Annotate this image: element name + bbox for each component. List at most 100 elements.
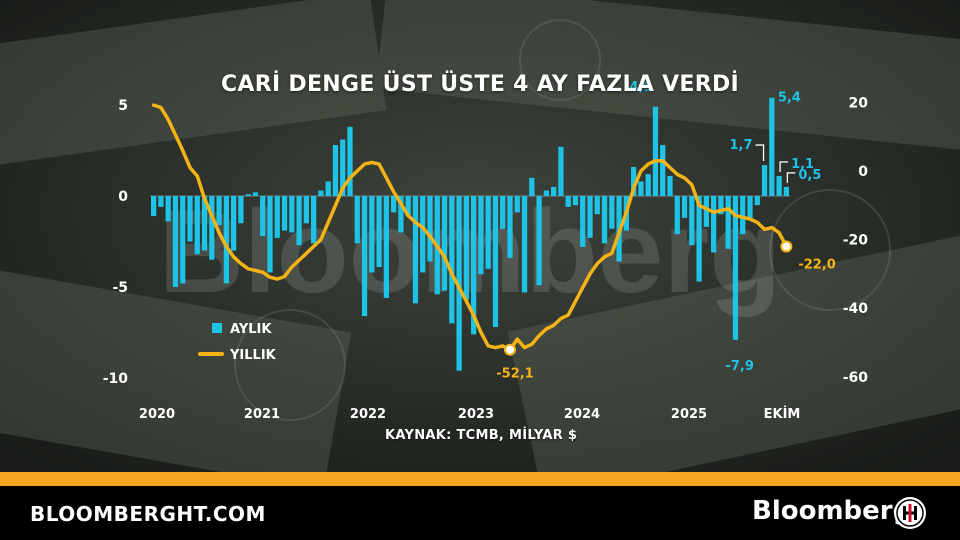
bar-monthly [572,196,579,206]
bar-monthly [441,196,448,291]
bar-monthly [267,196,273,273]
bar-monthly [711,196,717,253]
bar-monthly [216,196,222,226]
bloomberg-ht-emblem-icon [894,497,926,529]
bar-monthly [500,196,506,229]
bar-monthly [696,196,702,282]
bar-monthly [514,196,520,213]
footer-site-link[interactable]: BLOOMBERGHT.COM [30,502,266,526]
bar-monthly [187,196,193,242]
x-axis-tick: 2023 [458,407,494,422]
legend-label-annual: YILLIK [229,348,277,363]
data-label: 1,1 [791,157,814,172]
bar-monthly [209,196,215,260]
x-axis-tick: 2021 [244,407,280,422]
data-label: 4,9 [629,80,652,95]
legend-swatch-monthly [212,323,222,333]
bar-monthly [412,196,419,304]
line-marker-last [780,240,793,253]
bar-monthly [645,174,651,196]
bar-monthly [391,196,397,213]
watermark-text: Bloomberg [159,186,782,318]
bar-monthly [252,192,259,196]
bar-monthly [398,196,404,233]
bar-monthly [521,196,528,293]
bar-monthly [420,196,426,273]
bar-monthly [776,175,782,196]
left-axis-tick: 0 [118,189,128,205]
x-axis-tick: 2022 [350,407,386,422]
bar-monthly [638,181,644,196]
bar-monthly [783,186,789,196]
bar-monthly [492,196,499,328]
footer-brand: Bloomberg [752,496,912,526]
bar-monthly [587,196,593,238]
data-label: 0,5 [798,168,821,183]
bar-monthly [689,196,695,246]
bar-monthly [303,196,309,224]
bar-monthly [369,196,375,273]
bar-monthly [507,196,513,258]
right-axis-tick: -20 [843,233,869,249]
chart-source: KAYNAK: TCMB, MİLYAR $ [385,428,578,443]
bar-monthly [529,177,535,196]
left-axis-tick: -5 [112,280,128,296]
x-axis-tick: 2025 [671,407,707,422]
bar-monthly [747,196,753,220]
bar-monthly [754,196,760,206]
line-marker-min [504,343,516,356]
legend-label-monthly: AYLIK [230,322,272,337]
x-axis-tick: EKİM [764,406,801,422]
line-annual [151,103,789,352]
bar-monthly [289,196,295,233]
annotation-leader [755,144,765,162]
bar-monthly [456,196,462,371]
bar-monthly [260,196,266,237]
bar-monthly [245,194,251,196]
bar-monthly [405,196,411,217]
bar-monthly [478,196,484,275]
bar-monthly [340,139,346,196]
bar-monthly [347,126,353,196]
right-axis-tick: 20 [849,95,869,111]
bar-monthly [674,196,680,235]
bar-monthly [361,196,368,317]
bar-monthly [311,196,317,244]
bar-monthly [652,106,659,196]
bar-monthly [238,196,244,224]
bar-monthly [427,196,433,262]
bar-monthly [594,196,600,215]
bar-monthly [543,190,549,196]
bar-monthly [325,181,331,196]
data-label: -52,1 [496,367,533,382]
bar-monthly [485,196,491,269]
annotation-leader [779,161,789,172]
bar-monthly [703,196,709,227]
bar-monthly [769,97,775,196]
bar-monthly [718,196,724,215]
bar-monthly [296,196,302,246]
bar-monthly [580,196,586,247]
bar-monthly [281,196,288,231]
footer-accent-bar [0,472,960,486]
right-axis-tick: -60 [843,370,869,386]
bar-monthly [332,145,339,196]
bar-monthly [151,196,157,217]
data-label: -7,9 [725,359,753,374]
bar-monthly [231,196,237,251]
bar-monthly [551,186,557,196]
data-label: 5,4 [778,91,801,106]
bar-monthly [761,165,768,196]
bar-monthly [383,196,389,298]
left-axis-tick: 5 [118,98,128,114]
bar-monthly [667,175,673,196]
bar-monthly [740,196,746,235]
bar-monthly [180,196,186,284]
bar-monthly [471,196,477,335]
bar-monthly [165,196,171,222]
bar-monthly [194,196,200,255]
data-label: -22,0 [798,257,835,272]
bar-monthly [463,196,469,300]
bar-monthly [274,196,280,238]
bar-monthly [354,196,360,244]
